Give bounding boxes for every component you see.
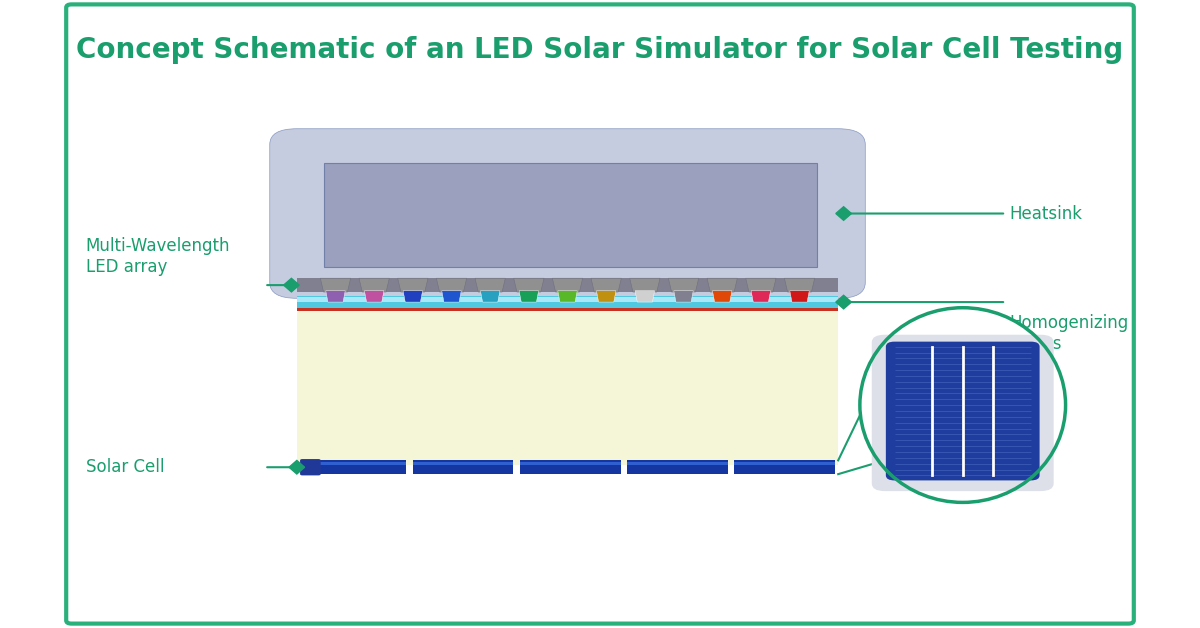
Polygon shape <box>437 278 467 292</box>
Bar <box>296 278 839 292</box>
Text: Multi-Wavelength
LED array: Multi-Wavelength LED array <box>85 237 230 276</box>
Polygon shape <box>596 291 616 302</box>
Polygon shape <box>520 291 539 302</box>
Polygon shape <box>635 291 655 302</box>
Ellipse shape <box>860 308 1066 502</box>
Polygon shape <box>836 295 852 309</box>
Bar <box>413 460 514 474</box>
Polygon shape <box>283 278 299 292</box>
Polygon shape <box>397 278 428 292</box>
Bar <box>296 305 839 465</box>
Polygon shape <box>320 278 350 292</box>
Bar <box>296 297 839 301</box>
Text: Solar Cell: Solar Cell <box>85 458 164 476</box>
Bar <box>520 460 620 474</box>
Bar <box>306 462 406 465</box>
Bar <box>734 462 835 465</box>
Polygon shape <box>552 278 583 292</box>
FancyBboxPatch shape <box>871 335 1054 491</box>
Polygon shape <box>480 291 500 302</box>
Polygon shape <box>365 291 384 302</box>
Polygon shape <box>514 278 544 292</box>
Polygon shape <box>359 278 389 292</box>
Polygon shape <box>630 278 660 292</box>
Bar <box>306 460 406 474</box>
FancyBboxPatch shape <box>66 4 1134 624</box>
Bar <box>413 462 514 465</box>
Bar <box>628 460 727 474</box>
FancyBboxPatch shape <box>300 459 320 475</box>
Polygon shape <box>790 291 809 302</box>
Polygon shape <box>442 291 461 302</box>
Text: Homogenizing
Optics: Homogenizing Optics <box>1009 314 1128 353</box>
Polygon shape <box>475 278 505 292</box>
Polygon shape <box>673 291 694 302</box>
Polygon shape <box>785 278 815 292</box>
Bar <box>628 462 727 465</box>
Polygon shape <box>668 278 698 292</box>
FancyBboxPatch shape <box>270 129 865 298</box>
Polygon shape <box>403 291 422 302</box>
Bar <box>296 296 839 308</box>
Polygon shape <box>836 207 852 220</box>
Polygon shape <box>707 278 737 292</box>
Text: Heatsink: Heatsink <box>1009 205 1082 222</box>
Bar <box>296 308 839 311</box>
Polygon shape <box>558 291 577 302</box>
Polygon shape <box>289 460 305 474</box>
FancyBboxPatch shape <box>886 342 1039 480</box>
Bar <box>734 460 835 474</box>
Bar <box>520 462 620 465</box>
Text: Concept Schematic of an LED Solar Simulator for Solar Cell Testing: Concept Schematic of an LED Solar Simula… <box>77 36 1123 64</box>
Polygon shape <box>745 278 776 292</box>
Polygon shape <box>592 278 622 292</box>
Polygon shape <box>713 291 732 302</box>
Polygon shape <box>751 291 770 302</box>
Polygon shape <box>325 291 346 302</box>
FancyBboxPatch shape <box>324 163 816 267</box>
